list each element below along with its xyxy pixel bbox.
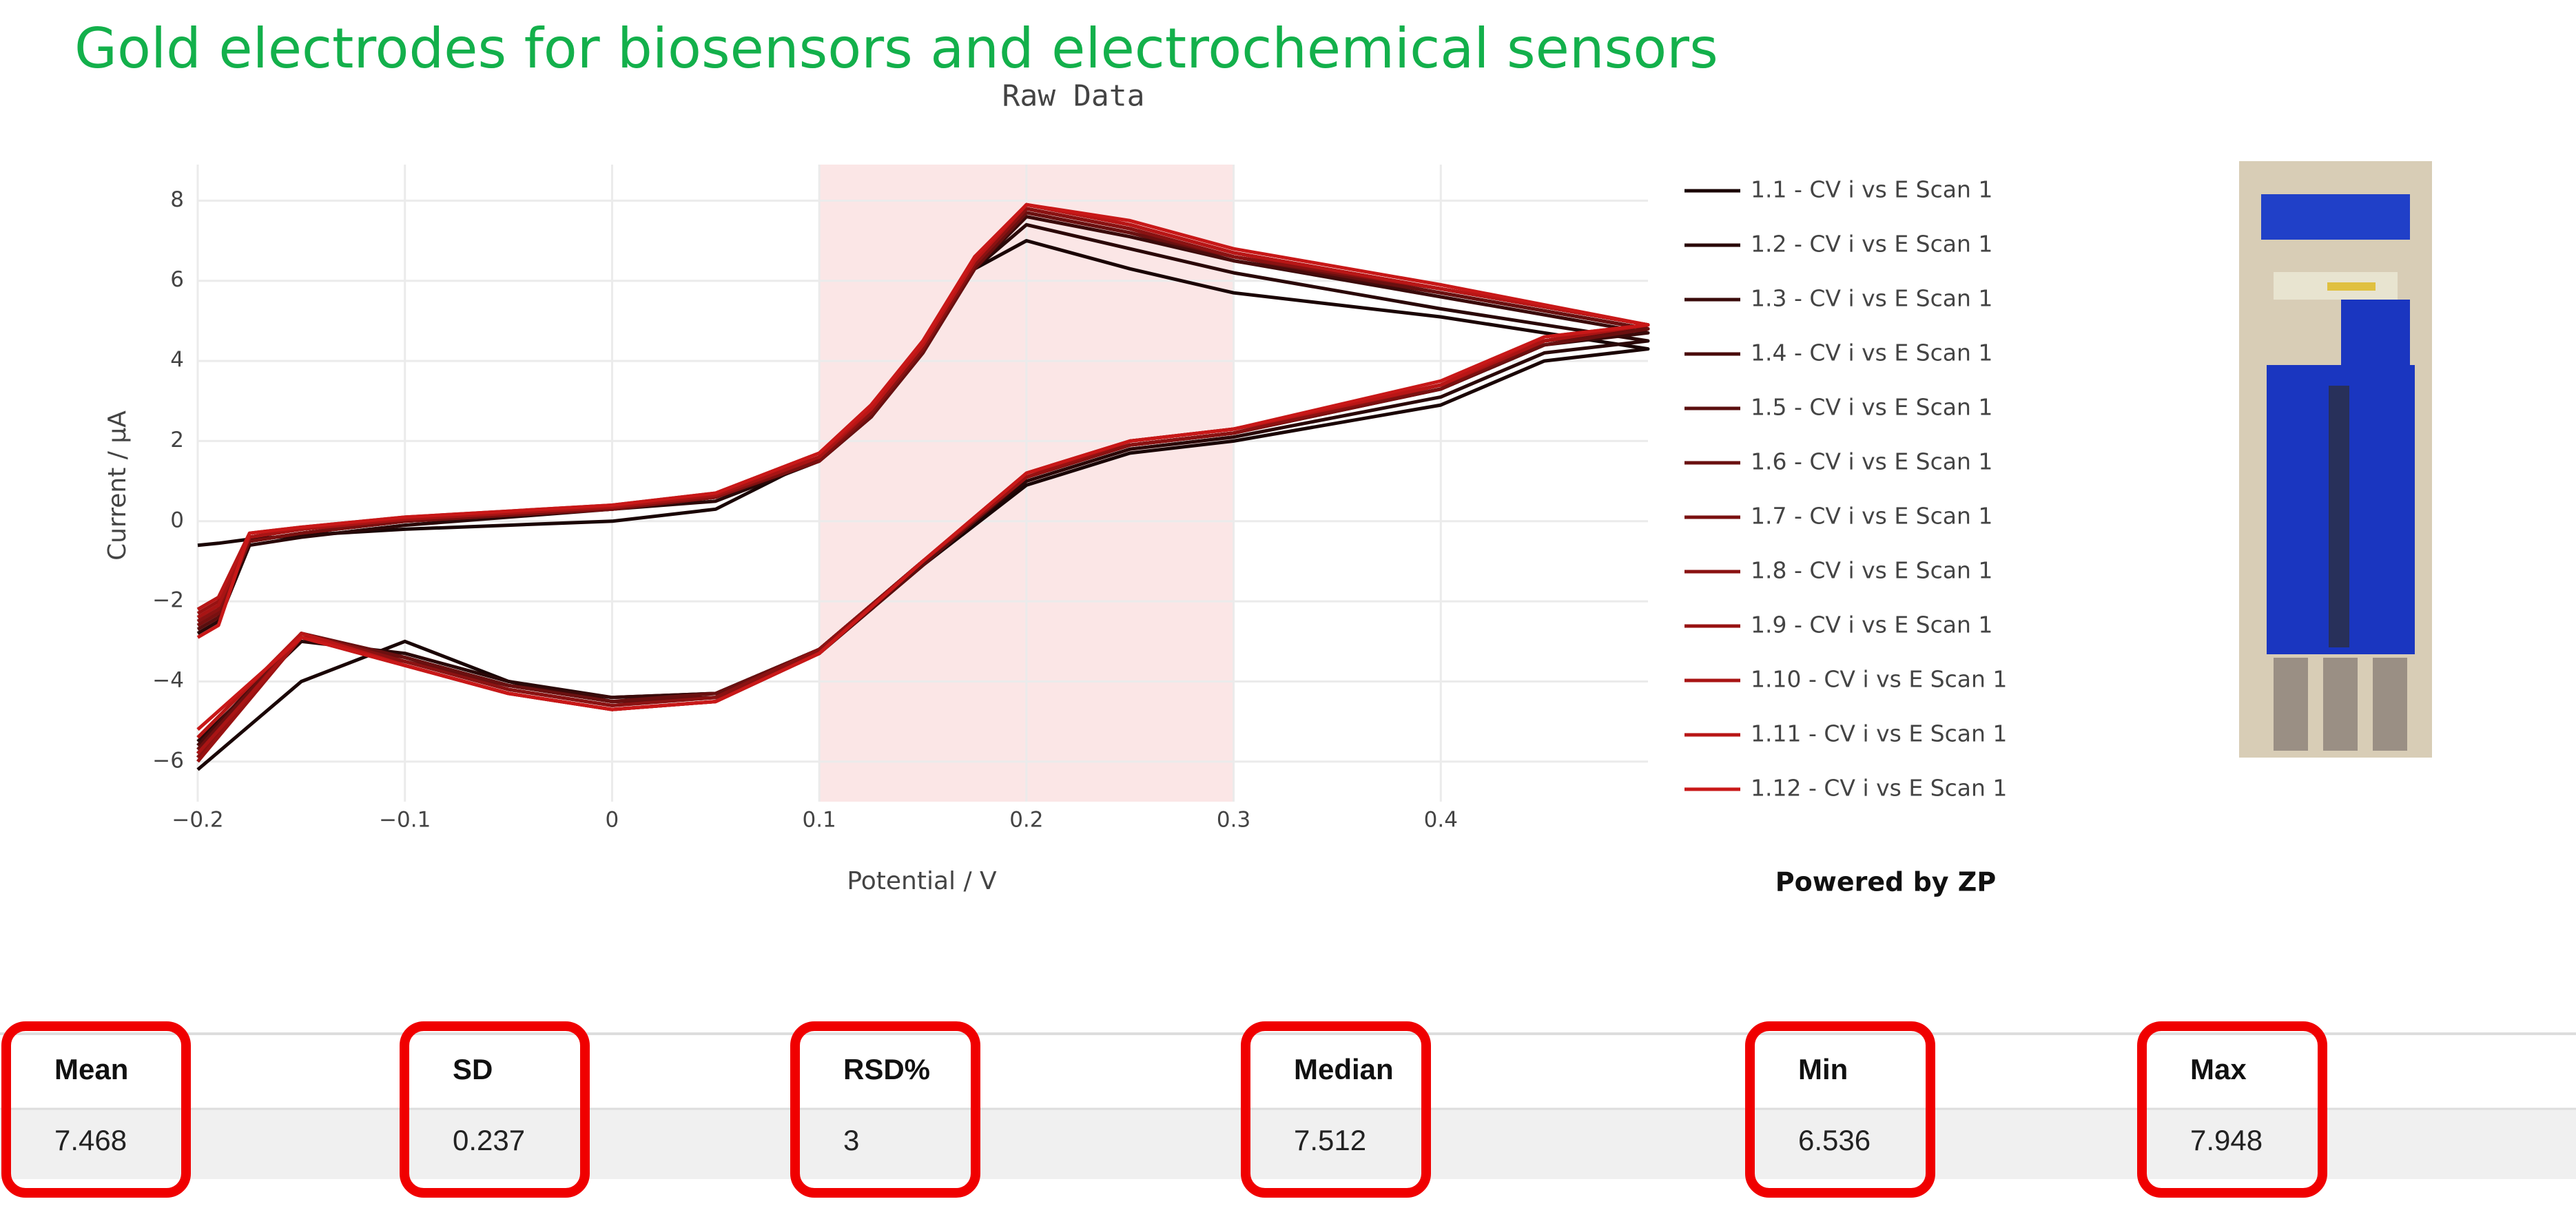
y-tick-label: 8 bbox=[170, 187, 184, 212]
table-cell: 7.468 bbox=[54, 1124, 127, 1156]
y-tick-label: −6 bbox=[152, 748, 184, 773]
y-tick-label: 4 bbox=[170, 348, 184, 373]
legend-label: 1.5 - CV i vs E Scan 1 bbox=[1751, 394, 1992, 421]
page-title: Gold electrodes for biosensors and elect… bbox=[74, 17, 1718, 81]
electrode-photo bbox=[2239, 161, 2432, 758]
legend-label: 1.2 - CV i vs E Scan 1 bbox=[1751, 231, 1992, 258]
y-axis-title: Current / µA bbox=[103, 410, 132, 561]
legend-label: 1.12 - CV i vs E Scan 1 bbox=[1751, 775, 2007, 802]
plot: −0.2 −0.1 0 0.1 0.2 0.3 0.4 −6 −4 −2 0 2 4 6 8 1.1 - CV… bbox=[152, 165, 2007, 833]
x-tick-label: 0.4 bbox=[1424, 808, 1458, 833]
x-tick-label: −0.1 bbox=[379, 808, 431, 833]
table-header: Max bbox=[2190, 1053, 2247, 1085]
electrode-trace bbox=[2329, 386, 2349, 647]
table-cell: 6.536 bbox=[1798, 1124, 1871, 1156]
highlight-box bbox=[2137, 1021, 2327, 1198]
x-tick-label: 0.1 bbox=[802, 808, 836, 833]
electrode-body bbox=[2341, 300, 2410, 382]
y-tick-label: −4 bbox=[152, 668, 184, 693]
contact bbox=[2323, 658, 2358, 751]
highlight-box bbox=[1745, 1021, 1935, 1198]
contact bbox=[2373, 658, 2407, 751]
x-tick-label: −0.2 bbox=[172, 808, 223, 833]
highlight-box bbox=[790, 1021, 980, 1198]
table-cell: 3 bbox=[843, 1124, 859, 1156]
electrode-label bbox=[2261, 194, 2410, 240]
y-tick-label: 0 bbox=[170, 508, 184, 532]
y-tick-label: 6 bbox=[170, 267, 184, 292]
legend-label: 1.11 - CV i vs E Scan 1 bbox=[1751, 720, 2007, 747]
table-header: SD bbox=[453, 1053, 493, 1085]
x-tick-label: 0.2 bbox=[1009, 808, 1043, 833]
footer: Powered by ZP bbox=[1775, 867, 1996, 897]
chart-title: Raw Data bbox=[1002, 79, 1144, 114]
legend-label: 1.4 - CV i vs E Scan 1 bbox=[1751, 340, 1992, 366]
y-tick-label: −2 bbox=[152, 588, 184, 613]
table-cell: 7.512 bbox=[1294, 1124, 1366, 1156]
legend-label: 1.10 - CV i vs E Scan 1 bbox=[1751, 666, 2007, 693]
series-line bbox=[196, 202, 1650, 731]
table-header: Median bbox=[1294, 1053, 1394, 1085]
legend-label: 1.6 - CV i vs E Scan 1 bbox=[1751, 448, 1992, 475]
highlight-box bbox=[1241, 1021, 1431, 1198]
highlight-box bbox=[400, 1021, 590, 1198]
contact bbox=[2274, 658, 2308, 751]
table-header: Mean bbox=[54, 1053, 128, 1085]
table-cell: 0.237 bbox=[453, 1124, 525, 1156]
legend-label: 1.8 - CV i vs E Scan 1 bbox=[1751, 557, 1992, 584]
y-tick-label: 2 bbox=[170, 428, 184, 452]
table-header: RSD% bbox=[843, 1053, 930, 1085]
table-cell: 7.948 bbox=[2190, 1124, 2263, 1156]
table-header: Min bbox=[1798, 1053, 1848, 1085]
x-tick-label: 0 bbox=[606, 808, 619, 833]
highlight-box bbox=[1, 1021, 191, 1198]
legend-label: 1.9 - CV i vs E Scan 1 bbox=[1751, 612, 1992, 638]
x-tick-label: 0.3 bbox=[1217, 808, 1250, 833]
electrode-gold bbox=[2327, 282, 2376, 291]
legend-label: 1.1 - CV i vs E Scan 1 bbox=[1751, 176, 1992, 203]
legend-label: 1.3 - CV i vs E Scan 1 bbox=[1751, 285, 1992, 312]
legend-label: 1.7 - CV i vs E Scan 1 bbox=[1751, 503, 1992, 530]
x-axis-title: Potential / V bbox=[847, 867, 997, 895]
